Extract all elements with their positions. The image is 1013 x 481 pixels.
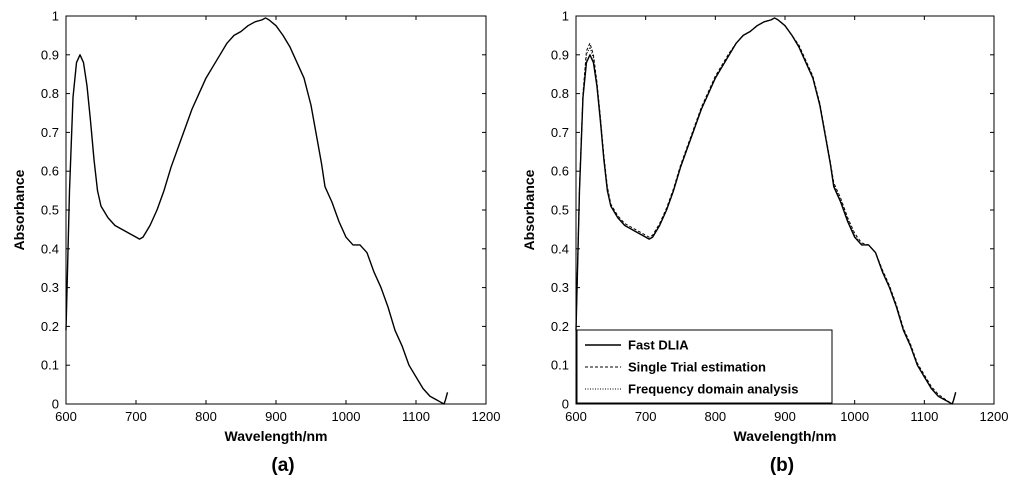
chart-1-x-tick-label: 700 — [635, 409, 657, 424]
chart-1-y-tick-label: 0.7 — [551, 125, 569, 140]
chart-1-x-tick-label: 1000 — [840, 409, 869, 424]
chart-0-y-tick-label: 0.2 — [41, 319, 59, 334]
chart-0-x-axis-label: Wavelength/nm — [225, 428, 328, 444]
chart-1-legend-label-1: Single Trial estimation — [628, 360, 766, 375]
chart-0-y-tick-label: 0.7 — [41, 125, 59, 140]
chart-0-y-tick-label: 0 — [52, 397, 59, 412]
chart-0-y-tick-label: 0.3 — [41, 280, 59, 295]
chart-1-x-tick-label: 1100 — [910, 409, 938, 424]
chart-1-y-axis-label: Absorbance — [521, 169, 537, 250]
chart-0-y-tick-label: 0.9 — [41, 47, 59, 62]
chart-0-x-tick-label: 1200 — [472, 409, 501, 424]
chart-1-y-tick-label: 0.9 — [551, 47, 569, 62]
chart-0-x-tick-label: 600 — [55, 409, 77, 424]
chart-1-y-tick-label: 0.8 — [551, 86, 569, 101]
chart-1-panel-label: (b) — [770, 455, 794, 476]
chart-1-y-tick-label: 0.2 — [551, 319, 569, 334]
chart-0-y-tick-label: 1 — [52, 9, 59, 24]
chart-1-y-tick-label: 0.6 — [551, 164, 569, 179]
chart-0-x-tick-label: 700 — [125, 409, 147, 424]
chart-0-x-tick-label: 1100 — [402, 409, 430, 424]
chart-1-y-tick-label: 0.1 — [551, 358, 569, 373]
chart-1-x-tick-label: 600 — [565, 409, 587, 424]
chart-1-series-line-1 — [575, 17, 957, 405]
chart-1-legend-label-0: Fast DLIA — [628, 338, 689, 353]
chart-0-y-tick-label: 0.1 — [41, 358, 59, 373]
chart-1-y-tick-label: 0 — [562, 397, 569, 412]
chart-1-y-tick-label: 1 — [562, 9, 569, 24]
chart-1-x-tick-label: 900 — [774, 409, 796, 424]
chart-0-y-tick-label: 0.6 — [41, 164, 59, 179]
chart-1-x-axis-label: Wavelength/nm — [734, 428, 837, 444]
chart-0-plot-frame — [65, 15, 487, 405]
chart-0-x-tick-label: 1000 — [332, 409, 361, 424]
chart-1-y-tick-label: 0.5 — [551, 203, 569, 218]
chart-1-y-tick-label: 0.4 — [551, 241, 569, 256]
chart-0-x-tick-label: 900 — [265, 409, 287, 424]
chart-0-y-tick-label: 0.4 — [41, 241, 59, 256]
chart-0-y-tick-label: 0.8 — [41, 86, 59, 101]
chart-1-legend-label-2: Frequency domain analysis — [628, 382, 799, 397]
chart-0-x-tick-label: 800 — [195, 409, 217, 424]
chart-1-x-tick-label: 800 — [704, 409, 726, 424]
chart-1-x-tick-label: 1200 — [980, 409, 1009, 424]
chart-1-legend-box — [576, 329, 833, 404]
chart-1-series-line-2 — [575, 17, 957, 405]
chart-0-series-line-0 — [65, 17, 449, 405]
chart-0-y-tick-label: 0.5 — [41, 203, 59, 218]
chart-0-y-axis-label: Absorbance — [11, 169, 27, 250]
chart-1-y-tick-label: 0.3 — [551, 280, 569, 295]
chart-0-panel-label: (a) — [271, 455, 294, 476]
